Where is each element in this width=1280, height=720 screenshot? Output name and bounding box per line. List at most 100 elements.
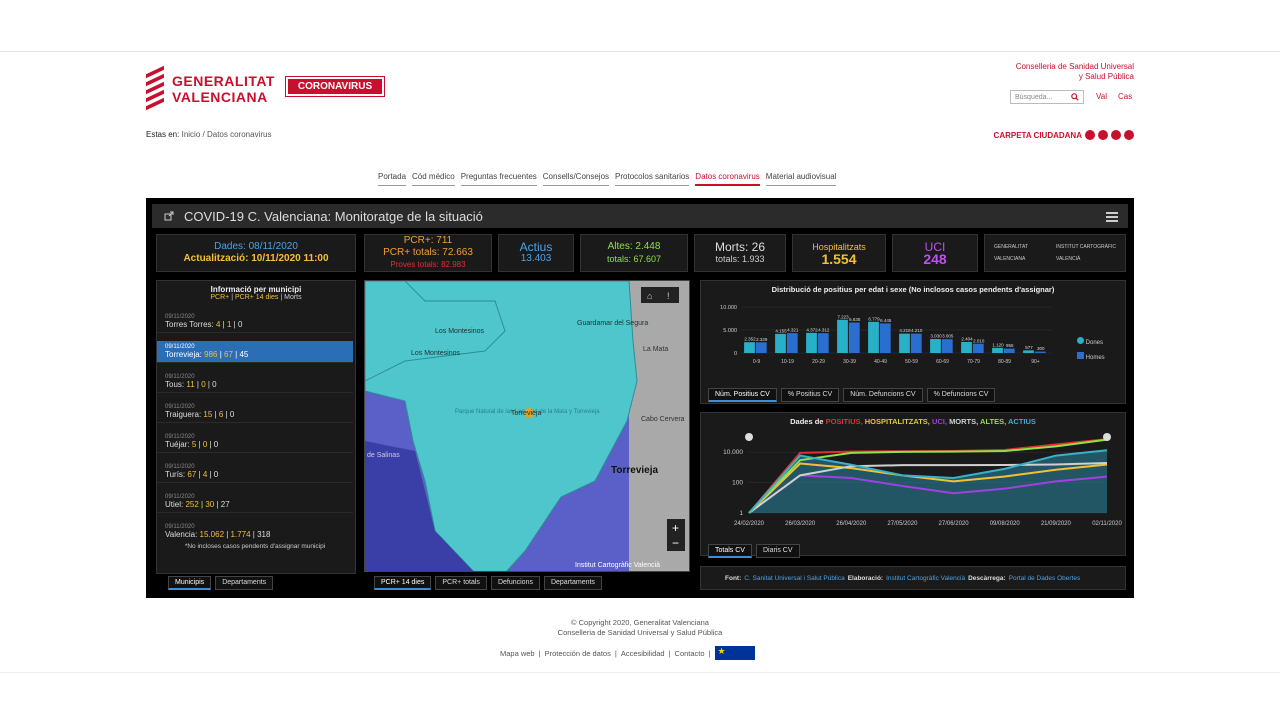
menu-datos-coronavirus[interactable]: Datos coronavirus [695,172,760,186]
x-tick-label: 20-29 [812,359,825,365]
breadcrumb-home[interactable]: Inicio [181,130,201,139]
desc-link[interactable]: Portal de Dades Obertes [1008,574,1081,582]
bar[interactable] [775,333,786,353]
bar[interactable] [910,333,922,353]
menu-cod-medico[interactable]: Cód médico [412,172,455,186]
bar[interactable] [837,319,848,353]
footer-contacto[interactable]: Contacto [674,648,705,658]
map-canvas[interactable]: Los Montesinos Los Montesinos Guardamar … [365,281,690,572]
municipi-date: 09/11/2020 [165,434,195,440]
lang-cas-link[interactable]: Cas [1118,92,1133,101]
x-tick-label: 30-39 [843,359,856,365]
bar[interactable] [848,322,860,353]
series-chart[interactable]: 10.000 100 1 24/02/2020 26/03/2020 26/04/2020… [701,429,1127,547]
dates-card: Dades: 08/11/2020 Actualització: 10/11/2… [156,234,356,272]
series-line[interactable] [748,438,1108,514]
zoom-in-button[interactable]: + [672,521,679,535]
twitter-icon[interactable] [1085,130,1095,140]
menu-portada[interactable]: Portada [378,172,407,186]
list-item[interactable]: 09/11/2020 Turís: 67 | 4 | 0 [157,461,353,483]
bar[interactable] [755,342,767,353]
x-tick-label: 26/04/2020 [836,521,867,527]
menu-icon[interactable] [1106,210,1118,224]
carpeta-ciudadana[interactable]: CARPETA CIUDADANA [994,130,1134,140]
bar[interactable] [879,323,891,353]
tab-num-defuncions[interactable]: Núm. Defuncions CV [843,388,923,402]
bar[interactable] [972,343,984,353]
menu-material[interactable]: Material audiovisual [765,172,837,186]
search-input[interactable]: Búsqueda... [1010,90,1084,104]
bar[interactable] [868,321,879,353]
bar[interactable] [806,332,817,353]
tab-pct-positius[interactable]: % Positius CV [780,388,840,402]
menu-preguntas[interactable]: Preguntas frecuentes [460,172,537,186]
series-line[interactable] [748,462,1108,514]
menu-protocolos[interactable]: Protocolos sanitarios [615,172,690,186]
tab-pcr14[interactable]: PCR+ 14 dies [374,576,432,590]
facebook-icon[interactable] [1111,130,1121,140]
list-item[interactable]: 09/11/2020 Torrevieja: 986 | 67 | 45 [157,341,353,363]
bar[interactable] [992,347,1003,353]
series-line[interactable] [748,462,1108,514]
coronavirus-badge[interactable]: CORONAVIRUS [285,76,385,97]
logos-card: GENERALITAT VALENCIANA INSTITUT CARTOGRÀ… [984,234,1126,272]
home-icon[interactable]: ⌂ [647,291,652,301]
bar[interactable] [961,341,972,353]
carpeta-label[interactable]: CARPETA CIUDADANA [993,130,1082,140]
montesinos-region[interactable] [365,281,506,382]
map-panel[interactable]: Los Montesinos Los Montesinos Guardamar … [364,280,690,572]
age-chart[interactable]: 0 5.000 10.000 2.352 2.329 0-9 4.155 4.321 10-19… [701,295,1127,391]
footer-proteccion[interactable]: Protección de datos [544,648,611,658]
bar[interactable] [817,333,829,353]
tab-defuncions[interactable]: Defuncions [490,576,540,590]
municipi-values: Traiguera: 15 | 6 | 0 [165,410,235,419]
elab-link[interactable]: Institut Cartogràfic Valencià [886,574,966,582]
menu-consejos[interactable]: Consells/Consejos [542,172,610,186]
breadcrumb-current: Datos coronavirus [206,130,272,139]
search-icon[interactable] [1071,93,1079,101]
series-line[interactable] [748,474,1108,514]
tab-pct-defuncions[interactable]: % Defuncions CV [926,388,996,402]
tab-map-departaments[interactable]: Departaments [543,576,602,590]
tab-pcr-totals[interactable]: PCR+ totals [435,576,487,590]
list-item[interactable]: 09/11/2020 Tous: 11 | 0 | 0 [157,371,353,393]
footer-accesibilidad[interactable]: Accesibilidad [620,648,665,658]
generalitat-logo[interactable]: GENERALITAT VALENCIANA [146,64,275,114]
location-pin-icon[interactable] [524,408,534,418]
bar[interactable] [1034,351,1046,353]
range-slider-handle[interactable] [745,433,753,441]
footer-mapa-web[interactable]: Mapa web [500,648,535,658]
list-item[interactable]: 09/11/2020 Tuéjar: 5 | 0 | 0 [157,431,353,453]
lang-val-link[interactable]: Val [1096,92,1107,101]
bar[interactable] [941,339,953,353]
tab-totals-cv[interactable]: Totals CV [708,544,752,558]
list-item[interactable]: 09/11/2020 Traiguera: 15 | 6 | 0 [157,401,353,423]
bar[interactable] [899,333,910,353]
tab-departaments[interactable]: Departaments [215,576,274,590]
footer-conselleria: Conselleria de Sanidad Universal y Salud… [557,628,723,637]
bar[interactable] [1003,348,1015,353]
series-line[interactable] [748,449,1108,514]
x-tick-label: 02/11/2020 [1092,521,1122,527]
youtube-icon[interactable] [1098,130,1108,140]
share-icon[interactable] [164,211,174,221]
list-item[interactable]: 09/11/2020 Torres Torres: 4 | 1 | 0 [157,311,353,333]
range-slider-handle[interactable] [1103,433,1111,441]
tab-municipis[interactable]: Municipis [168,576,212,590]
municipi-list[interactable]: 09/11/2020 Torres Torres: 4 | 1 | 0 09/11/… [157,311,355,541]
bar-value-label: 3.030 [930,334,942,339]
bar[interactable] [786,333,798,353]
bar[interactable] [1023,350,1034,353]
list-item[interactable]: 09/11/2020 Valencia: 15.062 | 1.774 | 318 [157,521,353,541]
flickr-icon[interactable] [1124,130,1134,140]
bar[interactable] [744,342,755,353]
list-item[interactable]: 09/11/2020 Utiel: 252 | 30 | 27 [157,491,353,513]
source-link[interactable]: C. Sanitat Universal i Salut Pública [744,574,845,582]
tab-diaris-cv[interactable]: Diaris CV [755,544,800,558]
x-tick-label: 0-9 [753,359,760,365]
tab-num-positius[interactable]: Núm. Positius CV [708,388,777,402]
zoom-out-button[interactable]: − [672,536,679,550]
info-icon[interactable]: ! [667,291,670,301]
mun-sub-b: PCR+ 14 dies [234,294,279,301]
bar[interactable] [930,339,941,353]
